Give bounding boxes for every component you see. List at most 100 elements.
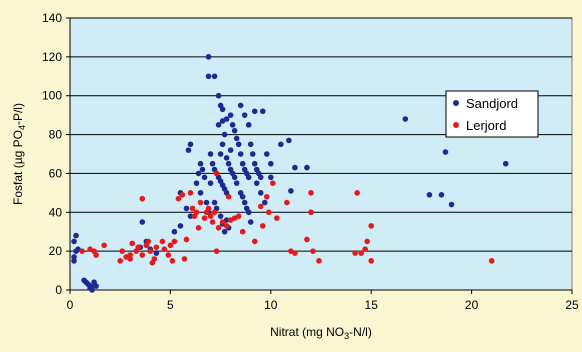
point-sandjord: [223, 116, 230, 122]
point-lerjord: [145, 238, 152, 245]
point-sandjord: [261, 199, 268, 206]
legend-label-sandjord: Sandjord: [466, 96, 518, 111]
y-tick-label: 80: [49, 128, 63, 142]
point-lerjord: [147, 248, 154, 254]
point-sandjord: [237, 102, 244, 109]
point-sandjord: [237, 151, 244, 157]
point-lerjord: [257, 203, 264, 210]
point-sandjord: [268, 174, 274, 181]
point-lerjord: [197, 199, 204, 206]
x-tick-label: 5: [167, 298, 174, 312]
point-lerjord: [235, 213, 242, 219]
point-lerjord: [165, 252, 172, 258]
y-tick-label: 60: [49, 166, 63, 180]
point-sandjord: [219, 141, 226, 148]
point-lerjord: [270, 180, 276, 186]
point-lerjord: [101, 242, 107, 249]
point-lerjord: [205, 205, 212, 212]
point-sandjord: [426, 192, 433, 198]
x-tick-label: 0: [67, 298, 74, 312]
point-sandjord: [71, 254, 77, 260]
point-lerjord: [358, 250, 364, 256]
point-sandjord: [209, 160, 216, 167]
point-sandjord: [233, 135, 240, 142]
point-sandjord: [199, 166, 206, 173]
point-lerjord: [209, 219, 216, 225]
point-sandjord: [185, 147, 192, 153]
gridlines: [70, 17, 572, 252]
point-sandjord: [225, 160, 232, 167]
point-sandjord: [288, 188, 294, 194]
point-sandjord: [241, 112, 248, 118]
point-sandjord: [247, 141, 254, 148]
point-sandjord: [402, 116, 409, 122]
point-sandjord: [278, 141, 284, 148]
x-tick-label: 10: [264, 298, 278, 312]
point-lerjord: [239, 228, 246, 235]
point-lerjord: [183, 236, 190, 243]
point-lerjord: [93, 252, 99, 258]
point-sandjord: [245, 174, 252, 181]
point-lerjord: [316, 258, 322, 264]
point-lerjord: [135, 244, 142, 251]
point-lerjord: [195, 225, 202, 231]
point-lerjord: [171, 238, 178, 245]
point-sandjord: [253, 180, 260, 186]
point-sandjord: [247, 219, 254, 225]
point-lerjord: [368, 223, 375, 229]
point-sandjord: [207, 151, 214, 157]
point-sandjord: [251, 108, 258, 115]
point-sandjord: [268, 160, 274, 167]
point-sandjord: [257, 174, 264, 181]
point-sandjord: [91, 279, 97, 286]
x-tick-label: 15: [365, 298, 379, 312]
point-lerjord: [364, 238, 370, 245]
point-sandjord: [235, 141, 242, 148]
point-sandjord: [219, 106, 226, 113]
point-lerjord: [117, 258, 123, 264]
point-sandjord: [286, 137, 292, 144]
point-lerjord: [251, 238, 258, 245]
point-sandjord: [215, 122, 222, 128]
point-lerjord: [79, 248, 85, 254]
point-lerjord: [175, 195, 182, 202]
point-sandjord: [71, 258, 77, 264]
point-lerjord: [292, 250, 298, 256]
point-lerjord: [161, 246, 168, 252]
point-lerjord: [308, 209, 314, 216]
point-sandjord: [171, 228, 178, 235]
point-lerjord: [139, 252, 146, 258]
point-lerjord: [127, 256, 134, 262]
point-lerjord: [167, 242, 174, 249]
point-lerjord: [219, 219, 226, 225]
point-sandjord: [448, 201, 455, 208]
point-lerjord: [129, 240, 136, 247]
point-sandjord: [183, 205, 190, 212]
legend-marker-sandjord: [453, 100, 459, 106]
y-axis-ticks: 0 20 40 60 80 100 120 140: [42, 11, 70, 297]
point-sandjord: [239, 193, 246, 200]
point-lerjord: [259, 223, 266, 229]
point-sandjord: [217, 151, 224, 157]
point-sandjord: [227, 147, 234, 153]
point-lerjord: [304, 236, 310, 243]
point-sandjord: [197, 190, 204, 196]
point-sandjord: [245, 209, 252, 216]
point-lerjord: [169, 258, 176, 264]
point-sandjord: [292, 164, 298, 171]
point-lerjord: [151, 256, 158, 262]
point-lerjord: [284, 199, 290, 206]
point-lerjord: [352, 250, 358, 256]
point-lerjord: [215, 225, 222, 231]
point-sandjord: [207, 180, 214, 186]
series-lerjord: [79, 170, 495, 266]
point-sandjord: [239, 160, 246, 167]
point-sandjord: [304, 164, 310, 171]
point-sandjord: [442, 149, 449, 155]
point-lerjord: [265, 209, 272, 216]
point-sandjord: [211, 199, 218, 206]
point-sandjord: [205, 73, 212, 80]
point-lerjord: [207, 213, 214, 219]
